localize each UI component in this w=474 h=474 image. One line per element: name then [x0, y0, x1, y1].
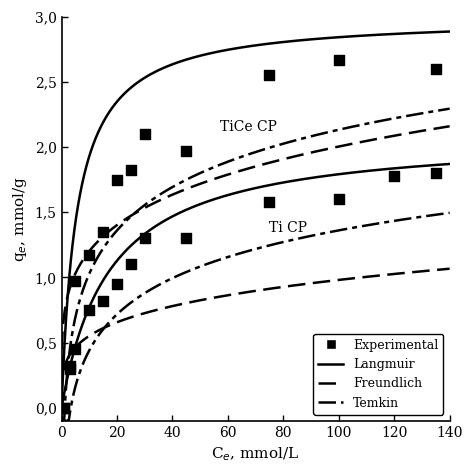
Point	[100, 228, 107, 236]
Point	[127, 167, 135, 174]
Point	[100, 297, 107, 305]
Point	[72, 345, 79, 353]
Point	[265, 198, 273, 206]
Point	[335, 56, 343, 64]
Point	[66, 365, 73, 373]
Point	[432, 65, 439, 73]
Point	[113, 176, 121, 183]
Point	[113, 280, 121, 288]
Text: Ti CP: Ti CP	[269, 221, 308, 235]
Point	[265, 72, 273, 79]
Point	[85, 306, 93, 314]
Y-axis label: q$_e$, mmol/g: q$_e$, mmol/g	[11, 176, 29, 262]
Point	[391, 172, 398, 180]
Point	[127, 261, 135, 268]
Point	[72, 277, 79, 285]
Point	[66, 362, 73, 370]
Point	[85, 251, 93, 259]
Legend: Experimental, Langmuir, Freundlich, Temkin: Experimental, Langmuir, Freundlich, Temk…	[313, 334, 443, 415]
Text: TiCe CP: TiCe CP	[219, 120, 276, 134]
Point	[141, 130, 148, 138]
Point	[182, 147, 190, 155]
Point	[61, 404, 68, 411]
Point	[182, 235, 190, 242]
Point	[335, 195, 343, 203]
X-axis label: C$_e$, mmol/L: C$_e$, mmol/L	[211, 445, 300, 463]
Point	[61, 404, 68, 411]
Point	[432, 169, 439, 177]
Point	[141, 235, 148, 242]
